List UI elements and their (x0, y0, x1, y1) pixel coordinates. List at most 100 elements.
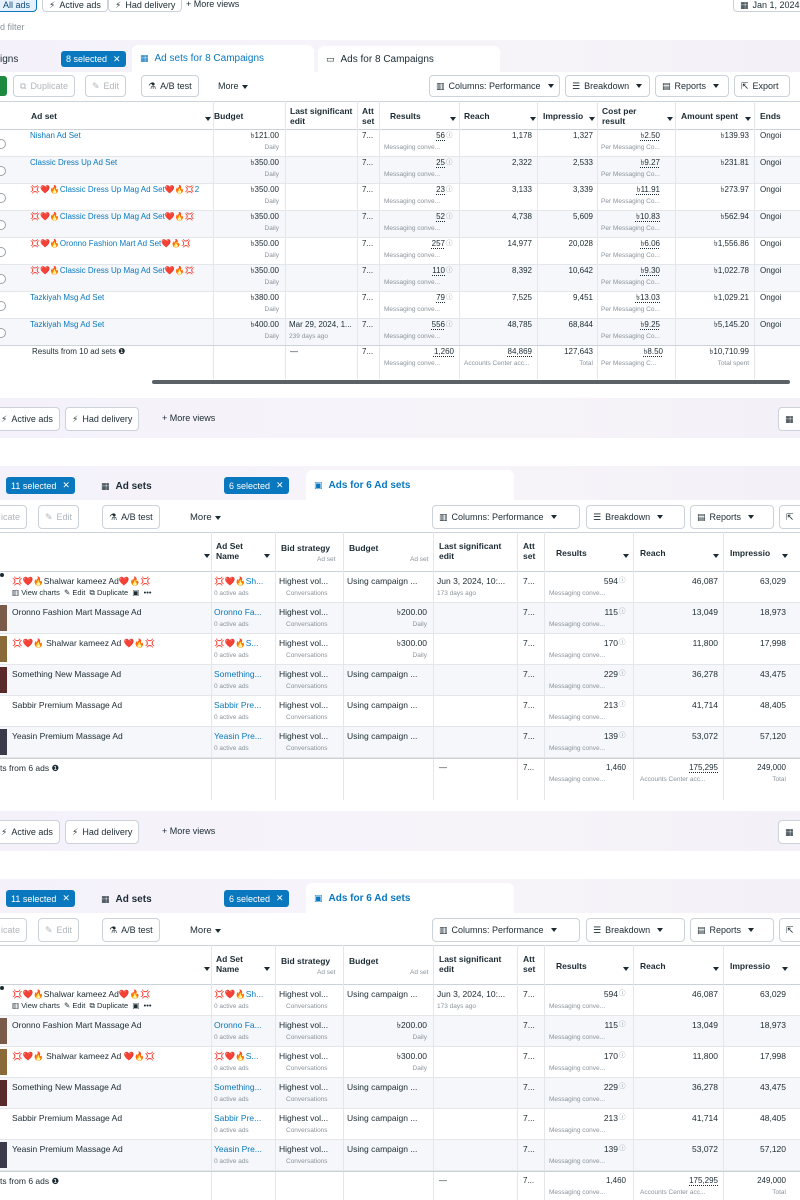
header-budget[interactable]: Budget (214, 111, 244, 121)
results-value[interactable]: 229 (603, 1082, 618, 1092)
row-checkbox[interactable] (0, 301, 6, 311)
more-icon[interactable]: ••• (143, 588, 152, 597)
header-results[interactable]: Results (556, 548, 587, 558)
view-active-ads[interactable]: ⚡ Active ads (0, 820, 60, 844)
tab-adsets[interactable]: ▦ Ad sets (101, 893, 152, 905)
caret-down-icon[interactable] (742, 113, 751, 123)
adset-name-link[interactable]: 💢❤️🔥Classic Dress Up Mag Ad Set❤️🔥💢 (30, 212, 195, 221)
columns-dropdown[interactable]: ▥ Columns: Performance (432, 918, 580, 942)
header-adset-name[interactable]: Ad Set Name (216, 954, 243, 974)
adset-name-link[interactable]: 💢❤️🔥Oronno Fashion Mart Ad Set❤️🔥💢 (30, 239, 192, 248)
caret-down-icon[interactable] (620, 550, 629, 560)
info-icon[interactable]: ⓘ (446, 321, 453, 328)
ad-name[interactable]: Yeasin Premium Massage Ad (12, 731, 123, 741)
breakdown-dropdown[interactable]: ☰ Breakdown (586, 505, 685, 529)
results-value[interactable]: 56 (436, 131, 445, 140)
campaigns-selected-badge[interactable]: 11 selected ✕ (6, 890, 75, 907)
export-button[interactable]: ⇱ (779, 918, 800, 942)
reports-dropdown[interactable]: ▤ Reports (655, 75, 729, 97)
header-last-edit[interactable]: Last significant edit (439, 541, 502, 561)
view-active-ads[interactable]: ⚡ Active ads (42, 0, 108, 12)
caret-down-icon[interactable] (202, 113, 211, 123)
ad-name[interactable]: Oronno Fashion Mart Massage Ad (12, 1020, 142, 1030)
adsets-selected-badge[interactable]: 6 selected ✕ (224, 890, 289, 907)
row-checkbox[interactable] (0, 193, 6, 203)
ad-name[interactable]: 💢❤️🔥Shalwar kameez Ad❤️🔥💢 (12, 576, 151, 586)
results-value[interactable]: 115 (604, 1020, 618, 1030)
cost-value[interactable]: ৳9.30 (640, 266, 660, 275)
info-icon[interactable]: ⓘ (446, 294, 453, 301)
results-value[interactable]: 52 (436, 212, 445, 221)
header-results[interactable]: Results (556, 961, 587, 971)
cost-value[interactable]: ৳10.83 (635, 212, 660, 221)
more-icon[interactable]: ••• (143, 1001, 152, 1010)
results-value[interactable]: 25 (436, 158, 445, 167)
more-dropdown[interactable]: More (190, 925, 221, 936)
row-checkbox[interactable] (0, 247, 6, 257)
info-icon[interactable]: ⓘ (619, 577, 626, 584)
info-icon[interactable]: ⓘ (446, 267, 453, 274)
header-budget[interactable]: Budget (349, 543, 379, 553)
header-bid-strategy[interactable]: Bid strategy (281, 956, 331, 966)
view-had-delivery[interactable]: ⚡ Had delivery (65, 407, 140, 431)
caret-down-icon[interactable] (710, 550, 719, 560)
summary-reach[interactable]: 175,295 (689, 1176, 718, 1185)
more-views-link[interactable]: + More views (162, 413, 216, 423)
view-charts-link[interactable]: View charts (21, 1001, 60, 1010)
edit-button[interactable]: ✎ Edit (38, 918, 80, 942)
view-all-ads[interactable]: All ads (0, 0, 38, 12)
header-attribution[interactable]: Att set (362, 106, 375, 126)
columns-dropdown[interactable]: ▥ Columns: Performance (429, 75, 560, 97)
duplicate-link[interactable]: Duplicate (96, 1001, 129, 1010)
info-icon[interactable]: ⓘ (446, 159, 453, 166)
caret-down-icon[interactable] (527, 113, 536, 123)
caret-down-icon[interactable] (586, 113, 595, 123)
info-icon[interactable]: ⓘ (619, 1021, 626, 1028)
info-icon[interactable]: ⓘ (619, 990, 626, 997)
results-value[interactable]: 556 (431, 320, 445, 329)
tab-ads[interactable]: ▣ Ads for 6 Ad sets (306, 470, 514, 500)
ad-name[interactable]: 💢❤️🔥 Shalwar kameez Ad ❤️🔥💢 (12, 638, 156, 648)
cost-value[interactable]: ৳9.25 (640, 320, 660, 329)
caret-down-icon[interactable] (261, 550, 270, 560)
header-last-edit[interactable]: Last significant edit (290, 106, 353, 126)
summary-results[interactable]: 1,460 (605, 1176, 626, 1185)
reports-dropdown[interactable]: ▤ Reports (690, 505, 774, 529)
header-results[interactable]: Results (390, 111, 421, 121)
caret-down-icon[interactable] (664, 113, 673, 123)
caret-down-icon[interactable] (201, 963, 210, 973)
tab-campaigns[interactable]: igns (0, 53, 19, 65)
header-impressions[interactable]: Impressio (730, 961, 771, 971)
create-button[interactable] (0, 76, 7, 96)
duplicate-button[interactable]: icate (0, 505, 28, 529)
cost-value[interactable]: ৳11.91 (636, 185, 660, 194)
row-checkbox[interactable] (0, 328, 6, 338)
info-icon[interactable]: ❶ (51, 763, 60, 773)
adset-name-link[interactable]: Tazkiyah Msg Ad Set (30, 320, 105, 329)
results-value[interactable]: 213 (603, 700, 618, 710)
adset-name-link[interactable]: Classic Dress Up Ad Set (30, 158, 118, 167)
tab-ads[interactable]: ▣ Ads for 6 Ad sets (306, 883, 514, 913)
more-dropdown[interactable]: More (190, 512, 221, 523)
results-value[interactable]: 139 (603, 731, 618, 741)
edit-button[interactable]: ✎ Edit (38, 505, 80, 529)
duplicate-button[interactable]: ⧉ Duplicate (13, 75, 75, 97)
view-had-delivery[interactable]: ⚡ Had delivery (65, 820, 140, 844)
adset-name-link[interactable]: 💢❤️🔥S... (214, 638, 259, 648)
caret-down-icon[interactable] (261, 963, 270, 973)
adset-name-link[interactable]: Something... (214, 1082, 262, 1092)
results-value[interactable]: 110 (432, 266, 445, 275)
summary-results[interactable]: 1,460 (605, 763, 626, 772)
header-adset-name[interactable]: Ad Set Name (216, 541, 243, 561)
cost-value[interactable]: ৳13.03 (635, 293, 660, 302)
caret-down-icon[interactable] (710, 963, 719, 973)
info-icon[interactable]: ❶ (51, 1176, 60, 1186)
header-adset[interactable]: Ad set (31, 111, 57, 121)
ad-name[interactable]: 💢❤️🔥 Shalwar kameez Ad ❤️🔥💢 (12, 1051, 156, 1061)
ad-name[interactable]: Something New Massage Ad (12, 1082, 122, 1092)
more-views-link[interactable]: + More views (162, 826, 216, 836)
header-ends[interactable]: Ends (760, 111, 781, 121)
ad-name[interactable]: Sabbir Premium Massage Ad (12, 700, 123, 710)
results-value[interactable]: 79 (436, 293, 445, 302)
header-amount-spent[interactable]: Amount spent (681, 111, 739, 121)
